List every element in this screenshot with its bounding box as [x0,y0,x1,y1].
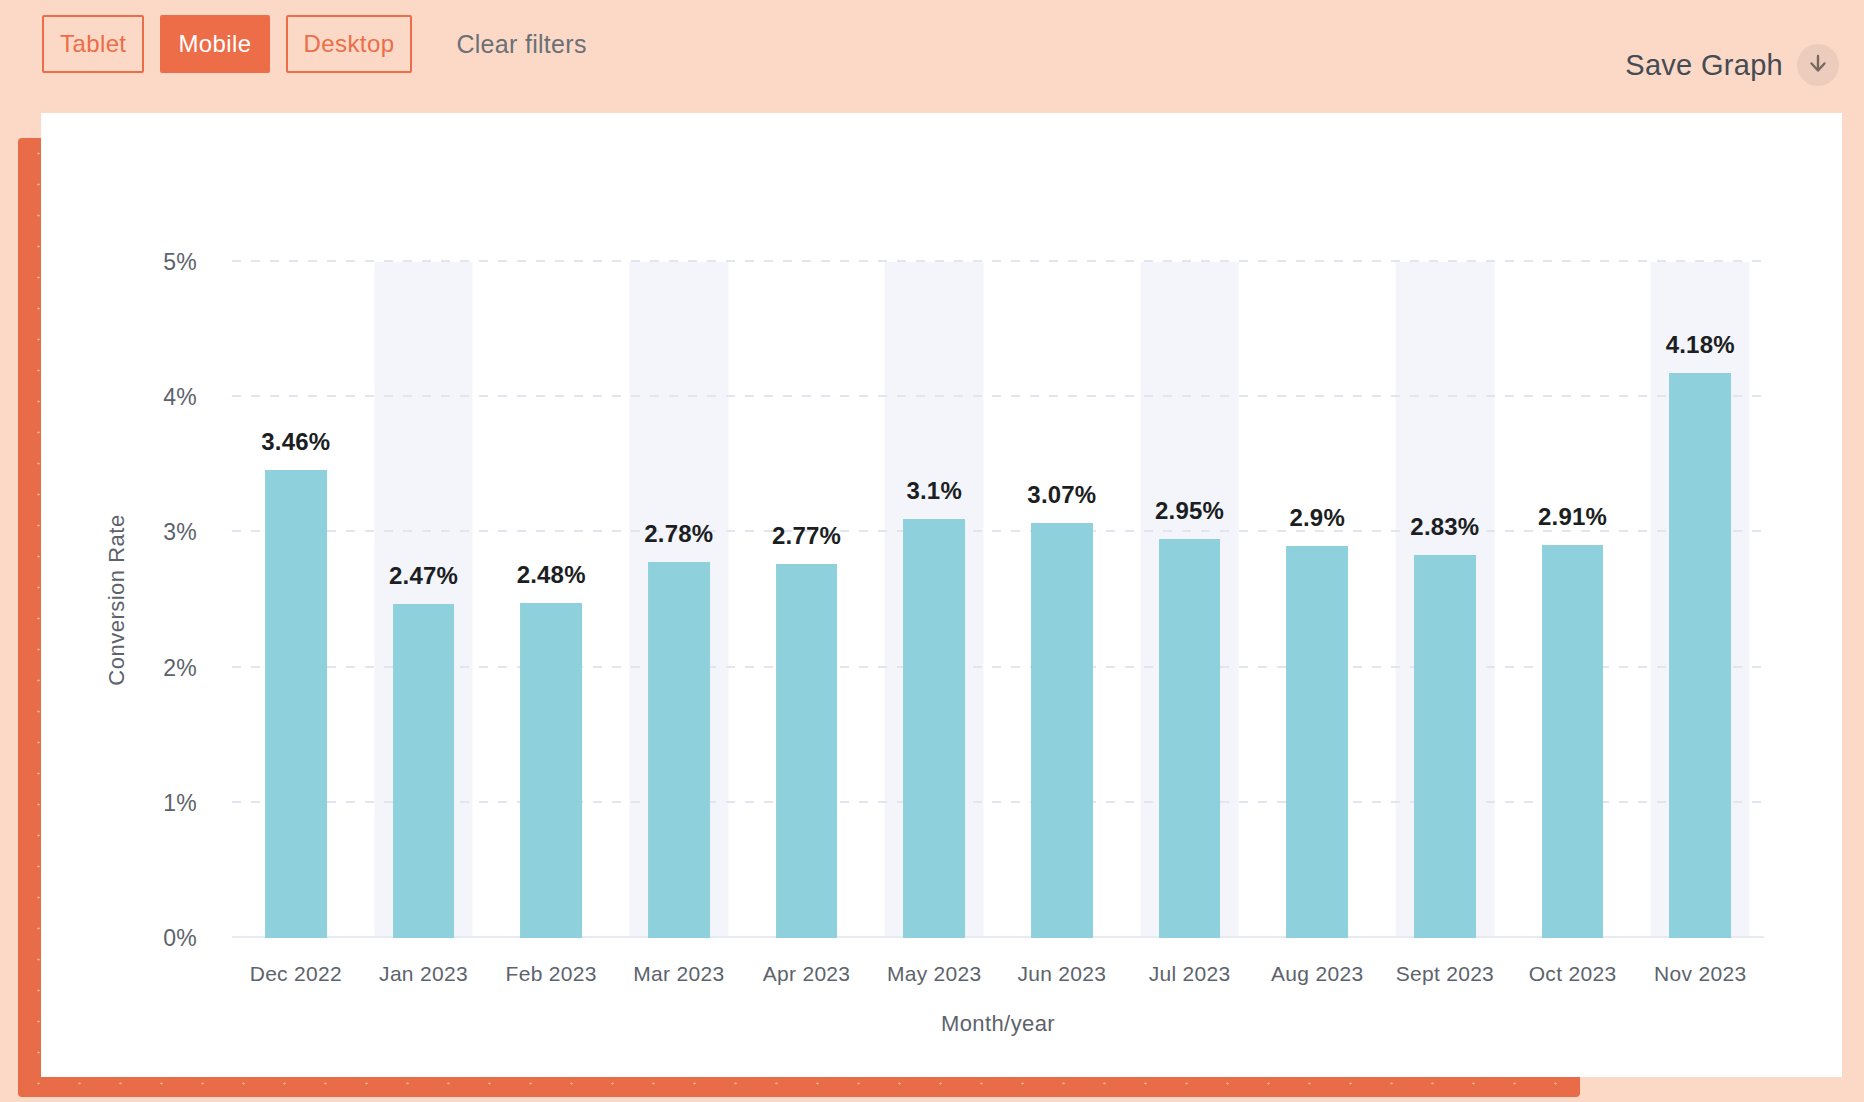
chart-card: Conversion Rate 5%4%3%2%1%0% 3.46%Dec 20… [41,113,1842,1077]
bar[interactable] [1031,523,1093,938]
bar-value-label: 2.83% [1410,513,1479,541]
bar-value-label: 2.9% [1289,504,1345,532]
bar[interactable] [776,564,838,939]
gridline [232,530,1764,532]
bar-column: 2.48%Feb 2023 [487,262,615,938]
bar-column: 2.9%Aug 2023 [1253,262,1381,938]
bar[interactable] [1414,555,1476,938]
bar[interactable] [1542,545,1604,938]
bar[interactable] [648,562,710,938]
bar-column: 2.95%Jul 2023 [1126,262,1254,938]
y-axis-ticks: 5%4%3%2%1%0% [41,262,197,938]
bar[interactable] [520,603,582,938]
bar[interactable] [265,470,327,938]
plot-area: 3.46%Dec 20222.47%Jan 20232.48%Feb 20232… [232,262,1764,938]
x-axis-label: Nov 2023 [1654,962,1746,986]
filter-toolbar: Tablet Mobile Desktop Clear filters Save… [0,0,1864,113]
bar-column: 2.78%Mar 2023 [615,262,743,938]
bar[interactable] [1669,373,1731,938]
y-tick-label: 1% [163,789,197,816]
clear-filters-button[interactable]: Clear filters [450,29,592,60]
y-tick-label: 3% [163,519,197,546]
bar-value-label: 2.48% [517,561,586,589]
page: Tablet Mobile Desktop Clear filters Save… [0,0,1864,1102]
x-axis-label: Dec 2022 [250,962,342,986]
bar[interactable] [903,519,965,938]
bar[interactable] [393,604,455,938]
bar-value-label: 3.07% [1027,481,1096,509]
x-axis-title: Month/year [232,1011,1764,1037]
bar-columns: 3.46%Dec 20222.47%Jan 20232.48%Feb 20232… [232,262,1764,938]
gridline [232,395,1764,397]
bar[interactable] [1286,546,1348,938]
bar-column: 2.91%Oct 2023 [1509,262,1637,938]
gridline [232,666,1764,668]
save-graph-label: Save Graph [1625,49,1783,82]
bar-column: 4.18%Nov 2023 [1636,262,1764,938]
bar-column: 3.46%Dec 2022 [232,262,360,938]
bar-value-label: 3.46% [261,428,330,456]
bar-column: 2.83%Sept 2023 [1381,262,1509,938]
x-axis-baseline [232,936,1764,938]
x-axis-label: Jun 2023 [1017,962,1106,986]
filter-button-tablet[interactable]: Tablet [42,15,144,73]
y-tick-label: 5% [163,249,197,276]
x-axis-label: Oct 2023 [1529,962,1617,986]
bar-value-label: 3.1% [906,477,962,505]
download-arrow-icon [1806,53,1830,77]
download-icon[interactable] [1797,44,1839,86]
x-axis-label: May 2023 [887,962,982,986]
x-axis-label: Jul 2023 [1149,962,1231,986]
filter-button-mobile[interactable]: Mobile [160,15,269,73]
bar-column: 2.77%Apr 2023 [743,262,871,938]
bar-column: 3.07%Jun 2023 [998,262,1126,938]
x-axis-label: Mar 2023 [633,962,724,986]
gridline [232,260,1764,262]
save-graph-button[interactable]: Save Graph [1625,44,1839,86]
bar-value-label: 2.77% [772,522,841,550]
bar[interactable] [1159,539,1221,938]
x-axis-label: Feb 2023 [506,962,597,986]
bar-value-label: 2.95% [1155,497,1224,525]
gridline [232,801,1764,803]
device-filter-group: Tablet Mobile Desktop Clear filters [42,15,593,73]
y-tick-label: 2% [163,654,197,681]
bar-value-label: 2.78% [644,520,713,548]
x-axis-label: Sept 2023 [1396,962,1494,986]
y-tick-label: 4% [163,384,197,411]
y-tick-label: 0% [163,925,197,952]
filter-button-desktop[interactable]: Desktop [286,15,413,73]
x-axis-label: Jan 2023 [379,962,468,986]
bar-value-label: 2.91% [1538,503,1607,531]
bar-column: 3.1%May 2023 [870,262,998,938]
bar-column: 2.47%Jan 2023 [360,262,488,938]
x-axis-label: Aug 2023 [1271,962,1363,986]
x-axis-label: Apr 2023 [763,962,851,986]
bar-value-label: 2.47% [389,562,458,590]
bar-value-label: 4.18% [1666,331,1735,359]
